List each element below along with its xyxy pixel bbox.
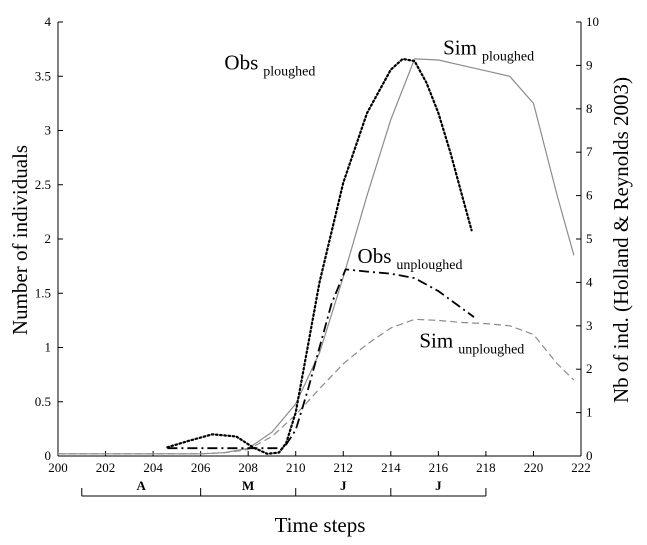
series-obs-ploughed-line — [166, 57, 473, 455]
axes-group: 200 202 204 206 208 210 212 214 216 218 220 22200.5… — [35, 14, 599, 497]
y-tick-label-right: 10 — [586, 14, 599, 29]
annotation-label: Sim ploughed — [443, 36, 534, 65]
x-tick-label: 222 — [571, 460, 591, 475]
y-tick-label-right: 5 — [586, 231, 593, 246]
y-axis-label-right: Nb of ind. (Holland & Reynolds 2003) — [609, 77, 633, 403]
y-tick-label-left: 2.5 — [35, 177, 51, 192]
y-tick-label-left: 0.5 — [35, 394, 51, 409]
y-tick-label-right: 3 — [586, 318, 593, 333]
x-tick-label: 220 — [524, 460, 544, 475]
x-tick-label: 214 — [381, 460, 401, 475]
y-tick-label-right: 4 — [586, 274, 593, 289]
x-tick-label: 210 — [286, 460, 306, 475]
y-tick-label-left: 4 — [45, 14, 52, 29]
y-tick-label-right: 2 — [586, 361, 593, 376]
y-tick-label-right: 1 — [586, 405, 593, 420]
x-tick-label: 212 — [334, 460, 354, 475]
month-label: J — [435, 478, 442, 493]
month-label: A — [137, 478, 147, 493]
x-tick-label: 206 — [191, 460, 211, 475]
x-tick-label: 216 — [429, 460, 449, 475]
x-tick-label: 208 — [238, 460, 258, 475]
x-tick-label: 204 — [143, 460, 163, 475]
x-axis-label: Time steps — [275, 513, 366, 537]
x-tick-label: 218 — [476, 460, 496, 475]
y-tick-label-right: 8 — [586, 101, 593, 116]
x-tick-label: 202 — [96, 460, 116, 475]
month-label: M — [242, 478, 254, 493]
y-axis-label-left: Number of individuals — [8, 145, 32, 335]
annotation-label: Sim unploughed — [419, 329, 524, 358]
y-tick-label-left: 3.5 — [35, 68, 51, 83]
series-sim-ploughed-line — [58, 58, 575, 455]
y-tick-label-left: 2 — [45, 231, 52, 246]
series-sim-unploughed-line — [58, 318, 575, 455]
annotations-group: Obs ploughed Sim ploughed Obs unploughed Sim un… — [224, 36, 534, 358]
y-tick-label-left: 1 — [45, 340, 52, 355]
y-tick-label-right: 6 — [586, 188, 593, 203]
series-obs-unploughed-line — [167, 268, 475, 450]
series-group — [58, 57, 575, 455]
y-tick-label-left: 3 — [45, 123, 52, 138]
annotation-label: Obs ploughed — [224, 51, 315, 80]
annotation-label: Obs unploughed — [358, 244, 463, 273]
y-tick-label-left: 1.5 — [35, 285, 51, 300]
y-tick-label-left: 0 — [45, 448, 52, 463]
month-label: J — [340, 478, 347, 493]
y-tick-label-right: 0 — [586, 448, 593, 463]
y-tick-label-right: 7 — [586, 144, 593, 159]
x-tick-label: 200 — [48, 460, 68, 475]
y-tick-label-right: 9 — [586, 57, 593, 72]
